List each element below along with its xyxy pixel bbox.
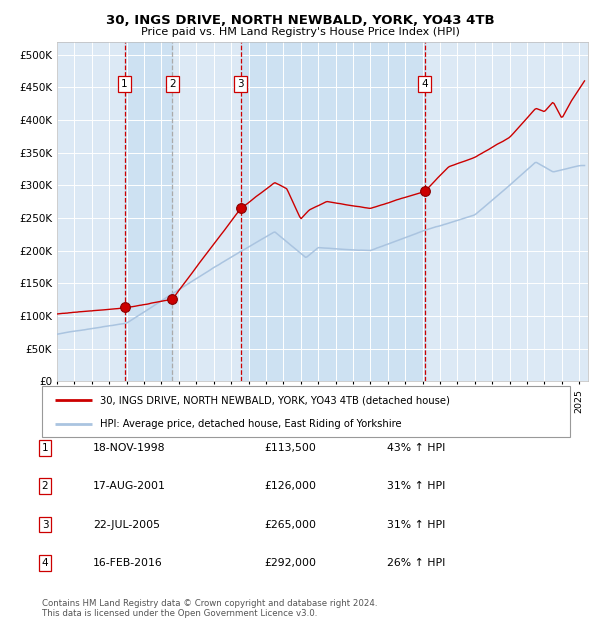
Text: 26% ↑ HPI: 26% ↑ HPI xyxy=(387,558,445,568)
FancyBboxPatch shape xyxy=(42,386,570,437)
Text: 31% ↑ HPI: 31% ↑ HPI xyxy=(387,520,445,529)
Text: 17-AUG-2001: 17-AUG-2001 xyxy=(93,481,166,491)
Text: 4: 4 xyxy=(421,79,428,89)
Text: £126,000: £126,000 xyxy=(264,481,316,491)
Text: Contains HM Land Registry data © Crown copyright and database right 2024.
This d: Contains HM Land Registry data © Crown c… xyxy=(42,599,377,618)
Text: £292,000: £292,000 xyxy=(264,558,316,568)
Bar xyxy=(125,42,172,381)
Text: 2: 2 xyxy=(41,481,49,491)
Text: 3: 3 xyxy=(238,79,244,89)
Text: 31% ↑ HPI: 31% ↑ HPI xyxy=(387,481,445,491)
Text: HPI: Average price, detached house, East Riding of Yorkshire: HPI: Average price, detached house, East… xyxy=(100,419,402,429)
Text: 18-NOV-1998: 18-NOV-1998 xyxy=(93,443,166,453)
Text: Price paid vs. HM Land Registry's House Price Index (HPI): Price paid vs. HM Land Registry's House … xyxy=(140,27,460,37)
Text: £113,500: £113,500 xyxy=(264,443,316,453)
Text: 2: 2 xyxy=(169,79,176,89)
Text: 16-FEB-2016: 16-FEB-2016 xyxy=(93,558,163,568)
Text: 4: 4 xyxy=(41,558,49,568)
Text: 30, INGS DRIVE, NORTH NEWBALD, YORK, YO43 4TB: 30, INGS DRIVE, NORTH NEWBALD, YORK, YO4… xyxy=(106,14,494,27)
Text: 1: 1 xyxy=(41,443,49,453)
Text: 3: 3 xyxy=(41,520,49,529)
Text: 30, INGS DRIVE, NORTH NEWBALD, YORK, YO43 4TB (detached house): 30, INGS DRIVE, NORTH NEWBALD, YORK, YO4… xyxy=(100,395,450,405)
Bar xyxy=(241,42,425,381)
Text: 22-JUL-2005: 22-JUL-2005 xyxy=(93,520,160,529)
Text: 43% ↑ HPI: 43% ↑ HPI xyxy=(387,443,445,453)
Text: £265,000: £265,000 xyxy=(264,520,316,529)
Text: 1: 1 xyxy=(121,79,128,89)
